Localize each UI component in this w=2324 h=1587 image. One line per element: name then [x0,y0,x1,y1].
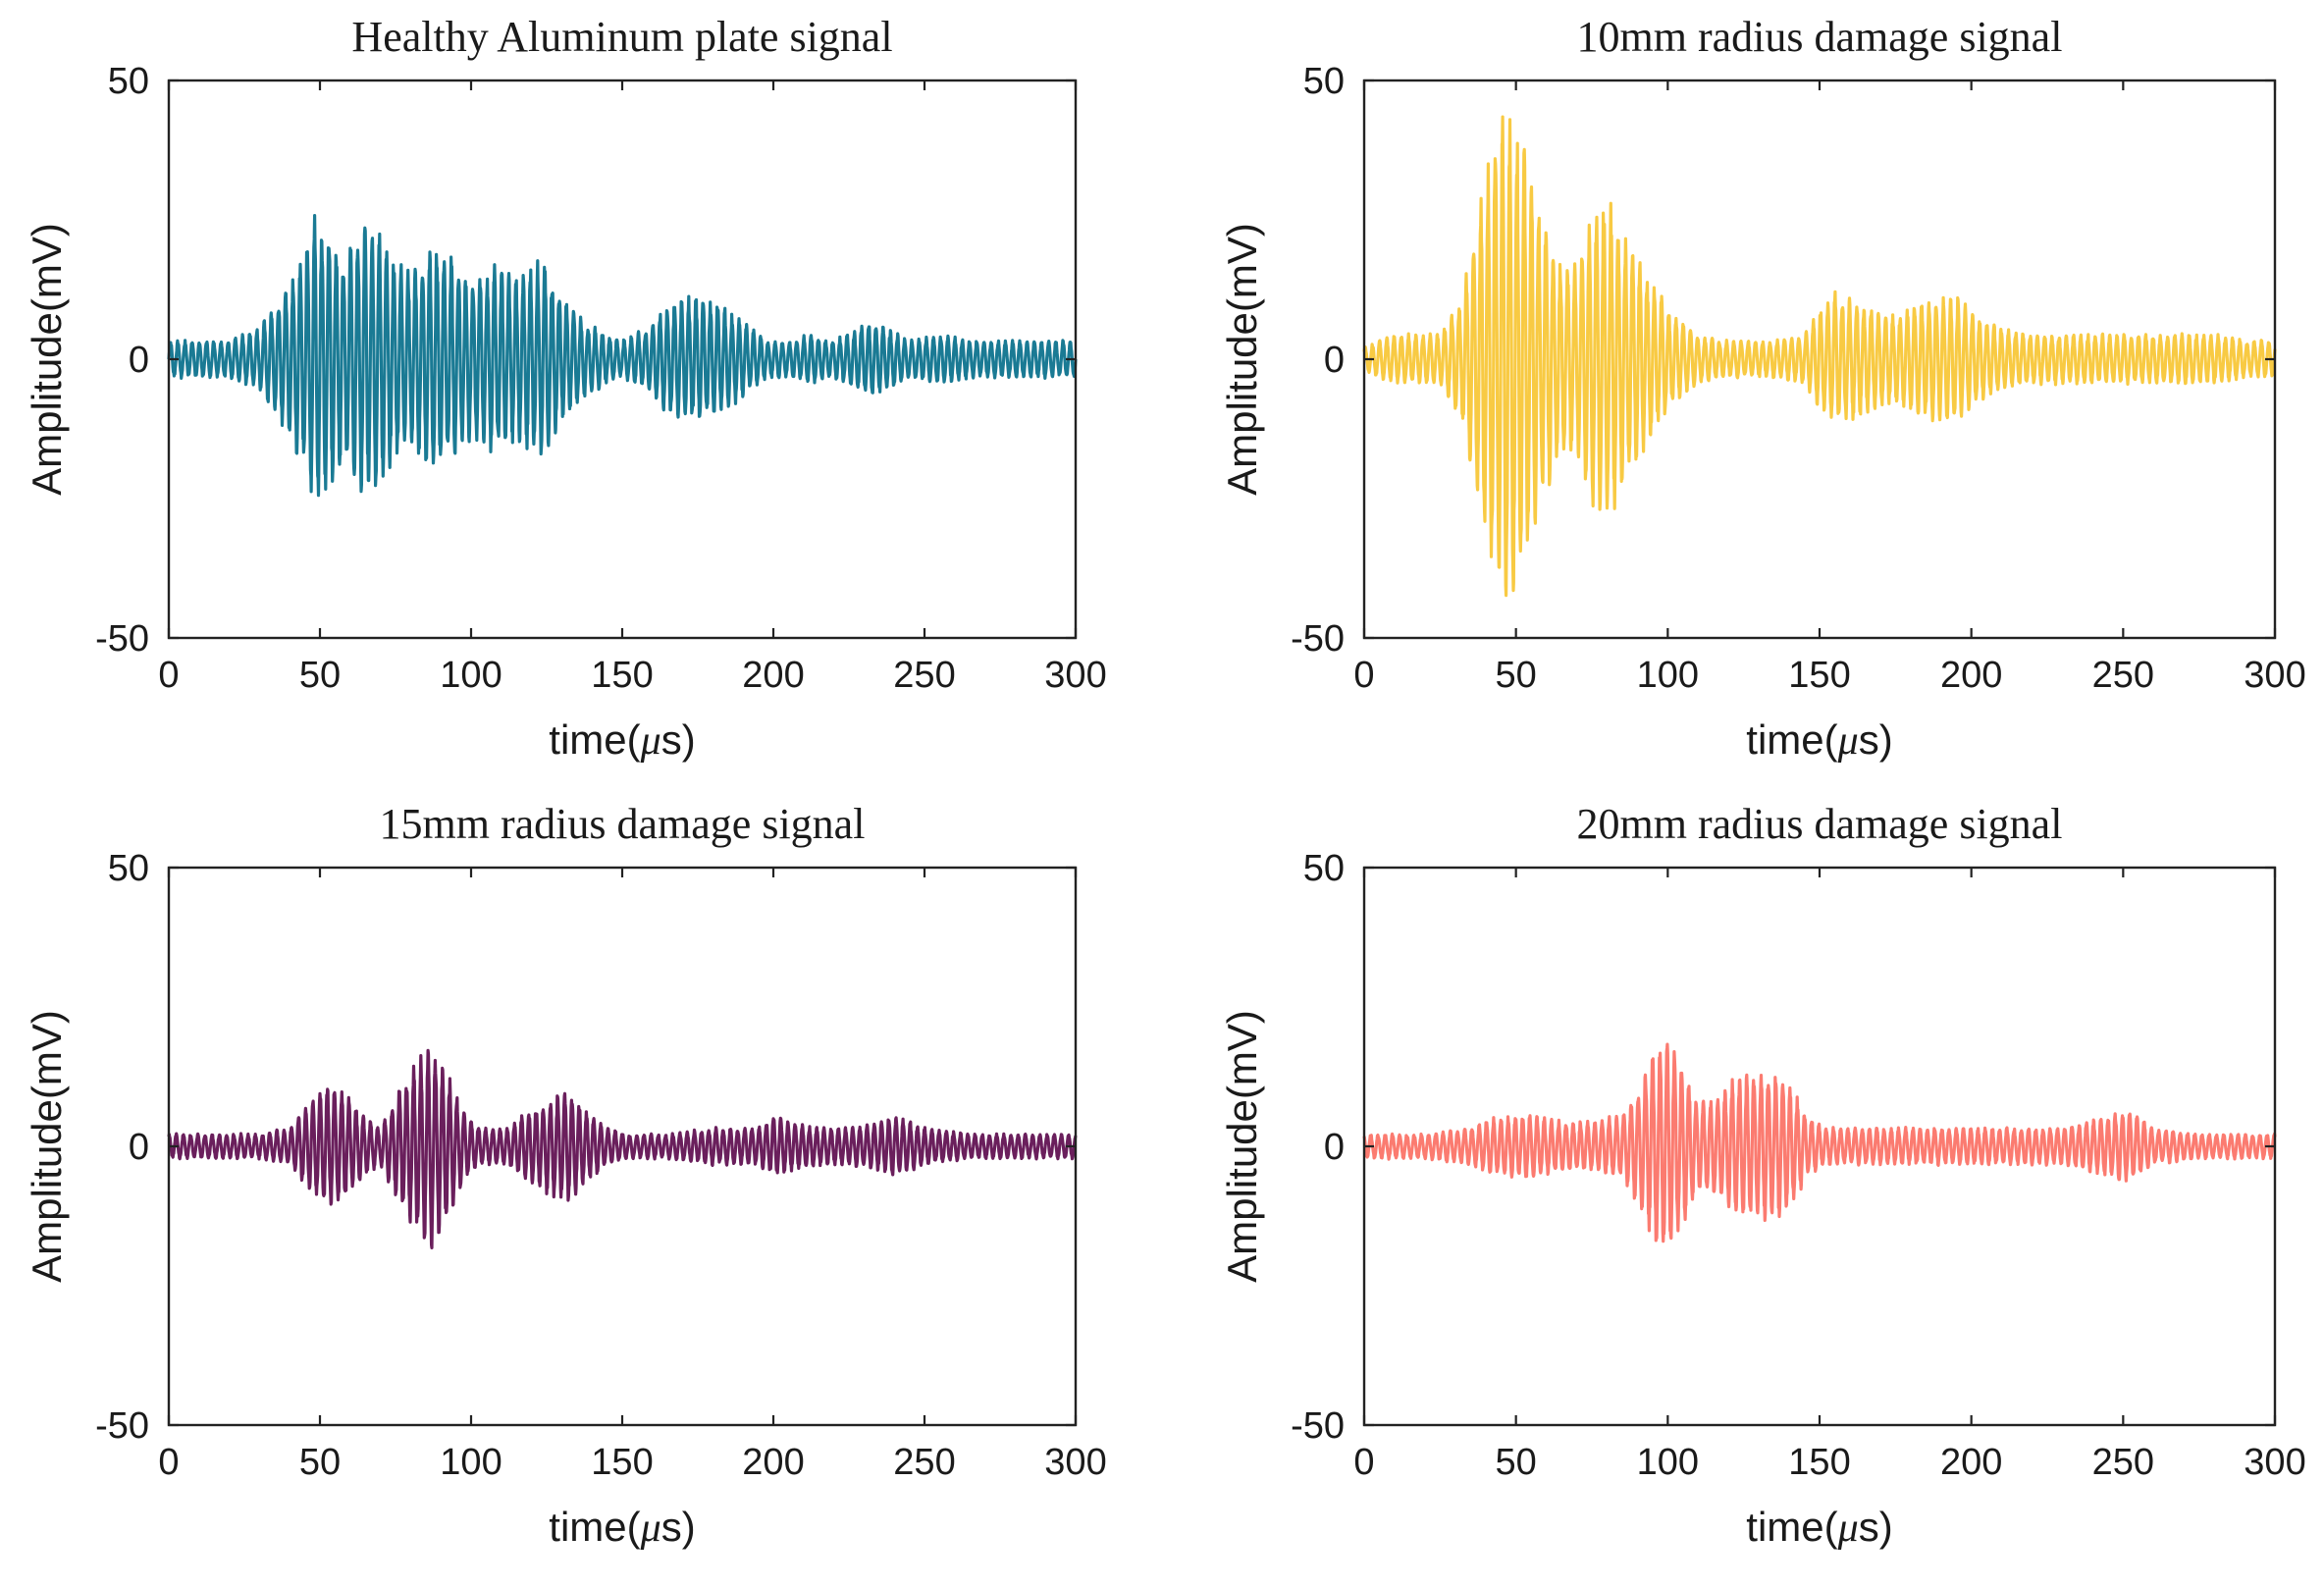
x-axis-label: time(μs) [1746,1504,1892,1551]
chart-title: 20mm radius damage signal [1577,800,2063,848]
x-tick-label: 250 [2092,1442,2154,1483]
y-tick-label: 0 [129,340,149,381]
chart-title: 15mm radius damage signal [380,800,866,848]
y-tick-label: 0 [1324,340,1345,381]
y-axis-label: Amplitude(mV) [24,223,70,496]
y-axis-label: Amplitude(mV) [24,1010,70,1283]
y-tick-label: -50 [1291,1405,1345,1447]
x-tick-label: 300 [2244,1442,2305,1483]
x-tick-label: 150 [1788,1442,1850,1483]
x-tick-label: 250 [893,655,955,696]
x-tick-label: 100 [440,655,502,696]
y-tick-label: 50 [1303,61,1345,102]
y-tick-label: -50 [1291,618,1345,660]
x-tick-label: 50 [299,655,341,696]
x-tick-label: 150 [1788,655,1850,696]
x-tick-label: 0 [1353,655,1374,696]
y-tick-label: 0 [129,1127,149,1168]
x-tick-label: 0 [158,655,179,696]
chart-title: 10mm radius damage signal [1577,13,2063,61]
y-tick-label: 50 [1303,848,1345,889]
x-tick-label: 150 [591,1442,653,1483]
y-axis-label: Amplitude(mV) [1219,223,1265,496]
y-tick-label: -50 [95,618,149,660]
x-tick-label: 150 [591,655,653,696]
signal-line [1362,115,2277,598]
y-tick-label: 0 [1324,1127,1345,1168]
x-tick-label: 300 [1044,1442,1106,1483]
x-axis-label: time(μs) [1746,716,1892,764]
y-axis-label: Amplitude(mV) [1219,1010,1265,1283]
y-tick-label: 50 [108,61,149,102]
x-tick-label: 250 [2092,655,2154,696]
x-tick-label: 0 [1353,1442,1374,1483]
x-tick-label: 50 [1496,655,1537,696]
chart-title: Healthy Aluminum plate signal [351,13,892,61]
x-axis-label: time(μs) [549,1504,695,1551]
x-tick-label: 250 [893,1442,955,1483]
x-tick-label: 0 [158,1442,179,1483]
x-tick-label: 200 [742,655,804,696]
x-tick-label: 200 [742,1442,804,1483]
signal-line [167,1048,1078,1250]
x-axis-label: time(μs) [549,716,695,764]
x-tick-label: 100 [440,1442,502,1483]
x-tick-label: 300 [1044,655,1106,696]
x-tick-label: 50 [299,1442,341,1483]
x-tick-label: 100 [1637,655,1699,696]
y-tick-label: 50 [108,848,149,889]
signal-line [167,214,1078,498]
x-tick-label: 300 [2244,655,2305,696]
x-tick-label: 50 [1496,1442,1537,1483]
x-tick-label: 200 [1940,655,2002,696]
signal-line [1362,1042,2277,1243]
y-tick-label: -50 [95,1405,149,1447]
x-tick-label: 200 [1940,1442,2002,1483]
x-tick-label: 100 [1637,1442,1699,1483]
